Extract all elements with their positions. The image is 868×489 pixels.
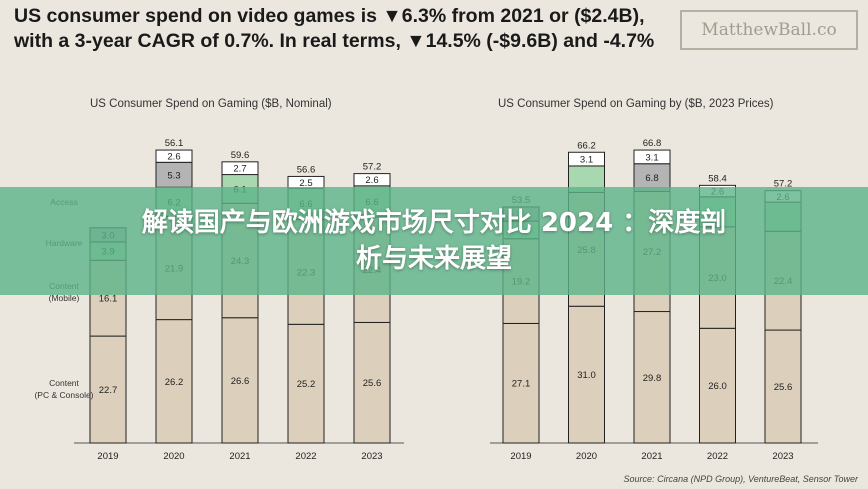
matthewball-logo: MatthewBall.co bbox=[680, 10, 858, 50]
segment-label: 2.5 bbox=[299, 178, 312, 189]
x-tick-label: 2020 bbox=[576, 451, 597, 462]
total-label: 66.8 bbox=[643, 138, 662, 149]
segment-label: 2.6 bbox=[167, 152, 180, 163]
overlay-banner: 解读国产与欧洲游戏市场尺寸对比 2024 ：深度剖 析与未来展望 bbox=[0, 187, 868, 295]
headline-line-1: US consumer spend on video games is ▼6.3… bbox=[14, 5, 645, 27]
bar-segment-other bbox=[353, 173, 391, 187]
segment-label: 31.0 bbox=[577, 370, 596, 381]
total-label: 57.2 bbox=[774, 179, 793, 190]
x-tick-label: 2021 bbox=[229, 451, 250, 462]
x-tick-label: 2023 bbox=[772, 451, 793, 462]
x-tick-label: 2022 bbox=[295, 451, 316, 462]
total-label: 59.6 bbox=[231, 150, 250, 161]
overlay-line-2: 析与未来展望 bbox=[355, 244, 512, 274]
total-label: 66.2 bbox=[577, 140, 596, 151]
bar-segment-other bbox=[155, 149, 193, 163]
segment-label: 5.3 bbox=[167, 170, 180, 181]
bar-segment-pc-console bbox=[155, 319, 193, 444]
segment-label: 29.8 bbox=[643, 373, 662, 384]
segment-label: 26.6 bbox=[231, 376, 250, 387]
segment-label: 22.7 bbox=[99, 385, 118, 396]
total-label: 58.4 bbox=[708, 173, 727, 184]
bar-segment-other bbox=[221, 161, 259, 176]
segment-label: 3.1 bbox=[580, 155, 593, 166]
x-tick-label: 2023 bbox=[361, 451, 382, 462]
bar-segment-pc-console bbox=[221, 317, 259, 444]
chart-title: US Consumer Spend on Gaming ($B, Nominal… bbox=[90, 98, 332, 110]
segment-label: 26.2 bbox=[165, 377, 184, 388]
bar-segment-pc-console bbox=[764, 329, 802, 444]
x-tick-label: 2022 bbox=[707, 451, 728, 462]
total-label: 56.1 bbox=[165, 138, 184, 149]
row-label: Content (PC & Console) bbox=[34, 378, 93, 400]
headline-line-2: with a 3-year CAGR of 0.7%. In real term… bbox=[14, 30, 655, 52]
segment-label: 6.8 bbox=[645, 173, 658, 184]
source-note: Source: Circana (NPD Group), VentureBeat… bbox=[623, 474, 858, 484]
total-label: 57.2 bbox=[363, 162, 382, 173]
bar-segment-pc-console bbox=[353, 321, 391, 444]
row-label-line: Content bbox=[49, 378, 79, 388]
overlay-line-1: 解读国产与欧洲游戏市场尺寸对比 2024 ：深度剖 bbox=[141, 208, 727, 238]
segment-label: 25.6 bbox=[774, 382, 793, 393]
x-tick-label: 2019 bbox=[97, 451, 118, 462]
x-tick-label: 2021 bbox=[641, 451, 662, 462]
segment-label: 26.0 bbox=[708, 381, 727, 392]
segment-label: 27.1 bbox=[512, 379, 531, 390]
segment-label: 16.1 bbox=[99, 294, 118, 305]
bar-segment-pc-console bbox=[633, 311, 671, 444]
segment-label: 3.1 bbox=[645, 152, 658, 163]
x-tick-label: 2019 bbox=[510, 451, 531, 462]
bar-segment-pc-console bbox=[568, 305, 605, 444]
segment-label: 2.6 bbox=[365, 175, 378, 186]
row-label-line: (Mobile) bbox=[49, 293, 80, 303]
logo-text: MatthewBall.co bbox=[701, 20, 837, 40]
segment-label: 25.6 bbox=[363, 378, 382, 389]
headline: US consumer spend on video games is ▼6.3… bbox=[14, 4, 674, 54]
bar-segment-pc-console bbox=[502, 322, 540, 444]
total-label: 56.6 bbox=[297, 164, 316, 175]
bar-segment-accessories bbox=[155, 161, 193, 188]
segment-label: 25.2 bbox=[297, 379, 316, 390]
chart-title: US Consumer Spend on Gaming by ($B, 2023… bbox=[498, 98, 774, 110]
bar-segment-pc-console bbox=[287, 323, 325, 444]
x-tick-label: 2020 bbox=[163, 451, 184, 462]
bar-segment-other bbox=[568, 151, 605, 167]
row-label-line: (PC & Console) bbox=[34, 390, 93, 400]
bar-segment-pc-console bbox=[89, 335, 127, 444]
segment-label: 2.7 bbox=[233, 164, 246, 175]
bar-segment-other bbox=[633, 149, 671, 165]
